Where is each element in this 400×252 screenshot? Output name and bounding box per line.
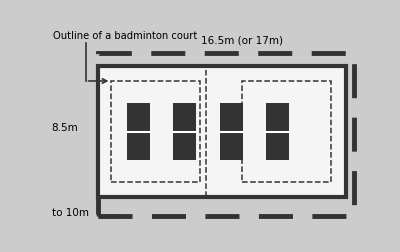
Bar xyxy=(127,104,150,161)
Text: 16.5m (or 17m): 16.5m (or 17m) xyxy=(201,35,283,45)
Bar xyxy=(98,53,354,216)
Bar xyxy=(111,82,200,182)
Text: to 10m: to 10m xyxy=(52,207,88,217)
Text: Outline of a badminton court: Outline of a badminton court xyxy=(53,31,197,41)
Bar xyxy=(220,104,243,161)
Text: 8.5m: 8.5m xyxy=(52,122,78,132)
Bar xyxy=(173,104,196,161)
Bar xyxy=(242,82,330,182)
Bar xyxy=(98,67,346,197)
Bar xyxy=(266,104,290,161)
